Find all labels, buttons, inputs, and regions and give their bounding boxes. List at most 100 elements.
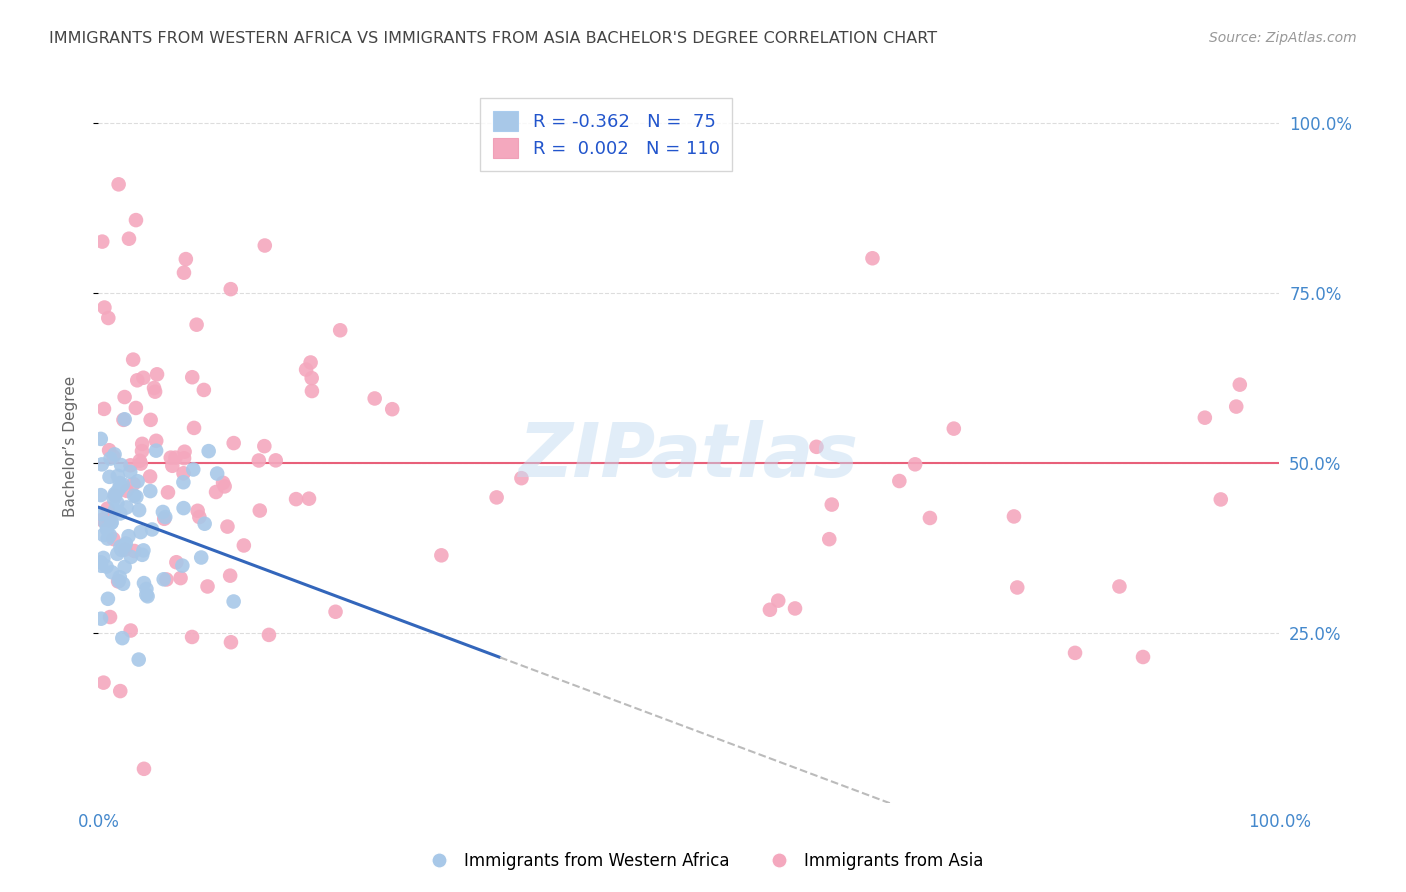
Point	[183, 421, 205, 435]
Point	[128, 454, 150, 468]
Point	[135, 588, 157, 602]
Point	[90, 612, 112, 626]
Point	[172, 475, 194, 490]
Text: ZIPatlas: ZIPatlas	[519, 420, 859, 493]
Point	[93, 301, 115, 315]
Point	[90, 513, 112, 527]
Point	[107, 468, 129, 483]
Point	[162, 458, 184, 473]
Point	[108, 507, 131, 521]
Point	[174, 252, 197, 266]
Point	[156, 485, 179, 500]
Point	[104, 503, 127, 517]
Point	[173, 501, 195, 516]
Point	[295, 362, 318, 376]
Point	[1132, 650, 1154, 665]
Point	[139, 484, 162, 499]
Point	[93, 401, 115, 416]
Point	[103, 532, 125, 546]
Point	[197, 444, 219, 458]
Point	[103, 447, 125, 461]
Point	[107, 574, 129, 589]
Point	[143, 384, 166, 399]
Point	[107, 483, 129, 497]
Point	[194, 516, 217, 531]
Point	[165, 450, 187, 465]
Point	[94, 516, 117, 531]
Point	[904, 458, 927, 472]
Legend: R = -0.362   N =  75, R =  0.002   N = 110: R = -0.362 N = 75, R = 0.002 N = 110	[481, 98, 733, 170]
Point	[110, 540, 132, 554]
Point	[1007, 581, 1029, 595]
Point	[181, 630, 204, 644]
Point	[90, 555, 112, 569]
Point	[97, 310, 120, 325]
Point	[96, 523, 118, 537]
Point	[100, 566, 122, 580]
Point	[114, 536, 136, 550]
Point	[783, 601, 806, 615]
Point	[197, 579, 219, 593]
Point	[105, 547, 128, 561]
Point	[212, 475, 235, 490]
Point	[131, 548, 153, 562]
Point	[173, 444, 195, 458]
Point	[107, 496, 129, 510]
Point	[131, 437, 153, 451]
Point	[155, 573, 177, 587]
Point	[127, 475, 149, 489]
Point	[1108, 580, 1130, 594]
Point	[257, 628, 280, 642]
Point	[510, 471, 533, 485]
Point	[188, 510, 211, 524]
Point	[759, 603, 782, 617]
Point	[90, 558, 112, 573]
Point	[108, 574, 131, 588]
Point	[135, 582, 157, 596]
Point	[1194, 410, 1216, 425]
Point	[90, 488, 112, 502]
Point	[129, 525, 152, 540]
Point	[118, 232, 141, 246]
Point	[181, 462, 204, 476]
Point	[128, 503, 150, 517]
Point	[114, 560, 136, 574]
Point	[193, 383, 215, 397]
Point	[172, 558, 194, 573]
Text: Source: ZipAtlas.com: Source: ZipAtlas.com	[1209, 31, 1357, 45]
Point	[186, 318, 208, 332]
Point	[93, 675, 115, 690]
Point	[485, 491, 508, 505]
Point	[114, 539, 136, 553]
Point	[1209, 492, 1232, 507]
Point	[98, 443, 121, 458]
Point	[90, 458, 112, 472]
Point	[942, 422, 965, 436]
Y-axis label: Bachelor’s Degree: Bachelor’s Degree	[63, 376, 77, 516]
Point	[253, 439, 276, 453]
Point	[128, 652, 150, 666]
Point	[143, 381, 166, 395]
Point	[173, 451, 195, 466]
Point	[114, 542, 136, 557]
Point	[98, 528, 121, 542]
Point	[132, 576, 155, 591]
Point	[146, 368, 169, 382]
Point	[129, 457, 152, 471]
Point	[120, 624, 142, 638]
Point	[381, 402, 404, 417]
Point	[1225, 400, 1247, 414]
Point	[108, 570, 131, 584]
Point	[214, 479, 236, 493]
Point	[298, 491, 321, 506]
Point	[97, 591, 120, 606]
Point	[301, 371, 323, 385]
Point	[120, 458, 142, 473]
Point	[165, 555, 187, 569]
Point	[806, 440, 828, 454]
Point	[139, 469, 162, 483]
Point	[153, 512, 176, 526]
Point	[100, 516, 122, 530]
Point	[918, 511, 941, 525]
Point	[110, 480, 132, 494]
